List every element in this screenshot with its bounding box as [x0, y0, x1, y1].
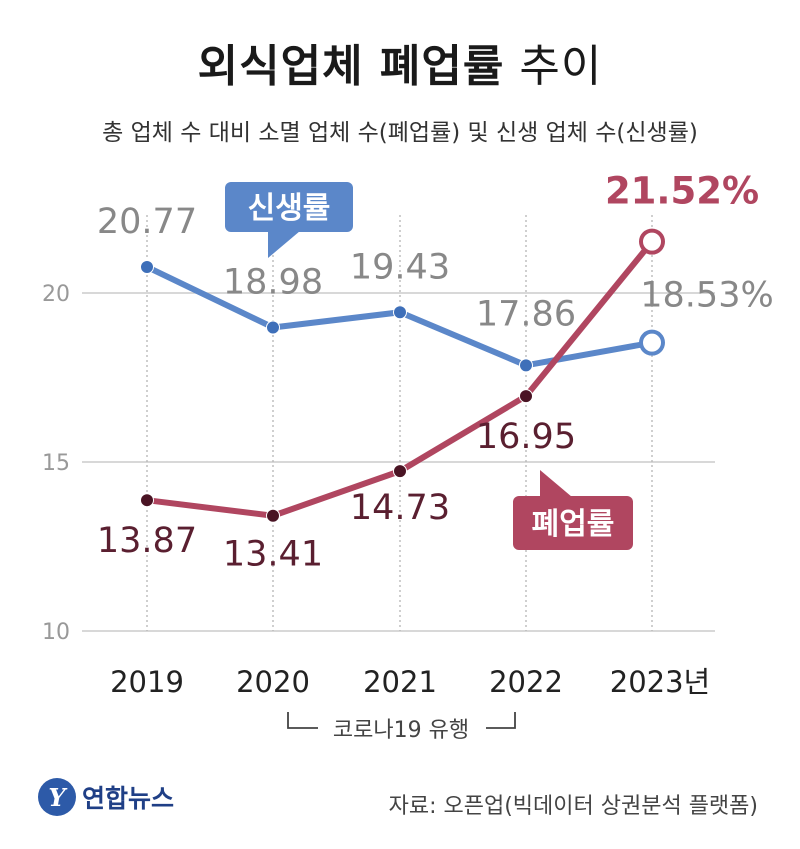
- new-rate-data-label: 17.86: [476, 294, 576, 334]
- chart-subtitle: 총 업체 수 대비 소멸 업체 수(폐업률) 및 신생 업체 수(신생률): [102, 120, 698, 146]
- x-tick-label: 2023년: [610, 665, 710, 699]
- publisher-logo: Y 연합뉴스: [38, 778, 174, 816]
- new-rate-point-last: [639, 329, 665, 356]
- covid-annotation: 코로나19 유행: [333, 718, 469, 743]
- closure-rate-point: [266, 508, 280, 523]
- new-rate-point: [140, 259, 154, 274]
- closure-rate-data-label: 21.52%: [605, 170, 759, 213]
- new-rate-point: [519, 358, 533, 373]
- x-tick-label: 2022: [489, 665, 563, 699]
- closure-rate-point: [140, 493, 154, 508]
- new-rate-data-label: 20.77: [97, 202, 197, 242]
- x-tick-label: 2021: [363, 665, 437, 699]
- closure-rate-data-label: 13.41: [223, 535, 323, 575]
- y-tick-label: 20: [42, 282, 70, 307]
- new-rate-point: [266, 320, 280, 335]
- source-note: 자료: 오픈업(빅데이터 상권분석 플랫폼): [388, 794, 758, 819]
- new-rate-point: [393, 305, 407, 320]
- closure-rate-point: [519, 389, 533, 404]
- legend-closure-rate: 폐업률: [532, 507, 615, 542]
- yonhap-logo-icon: Y: [38, 778, 76, 816]
- covid-label-bg: [318, 716, 486, 742]
- chart-title: 외식업체 폐업률 추이: [197, 41, 603, 92]
- legend-new-rate: 신생률: [248, 191, 331, 226]
- publisher-name: 연합뉴스: [82, 784, 175, 813]
- new-rate-data-label: 19.43: [350, 247, 450, 287]
- legend-closure-bubble: [513, 496, 633, 550]
- legend-closure-pointer: [540, 470, 572, 497]
- closure-rate-point-last: [639, 228, 665, 255]
- legend-new-rate-pointer: [268, 231, 300, 258]
- y-tick-label: 10: [42, 620, 70, 645]
- closure-rate-data-label: 16.95: [476, 417, 576, 457]
- closure-rate-data-label: 13.87: [97, 521, 197, 561]
- x-tick-label: 2020: [236, 665, 310, 699]
- new-rate-data-label: 18.98: [223, 262, 323, 302]
- closure-rate-point: [393, 464, 407, 479]
- closure-rate-data-label: 14.73: [350, 488, 450, 528]
- legend-new-rate-bubble: [225, 182, 353, 232]
- y-tick-label: 15: [42, 451, 70, 476]
- new-rate-data-label: 18.53%: [640, 276, 773, 316]
- x-tick-label: 2019: [110, 665, 184, 699]
